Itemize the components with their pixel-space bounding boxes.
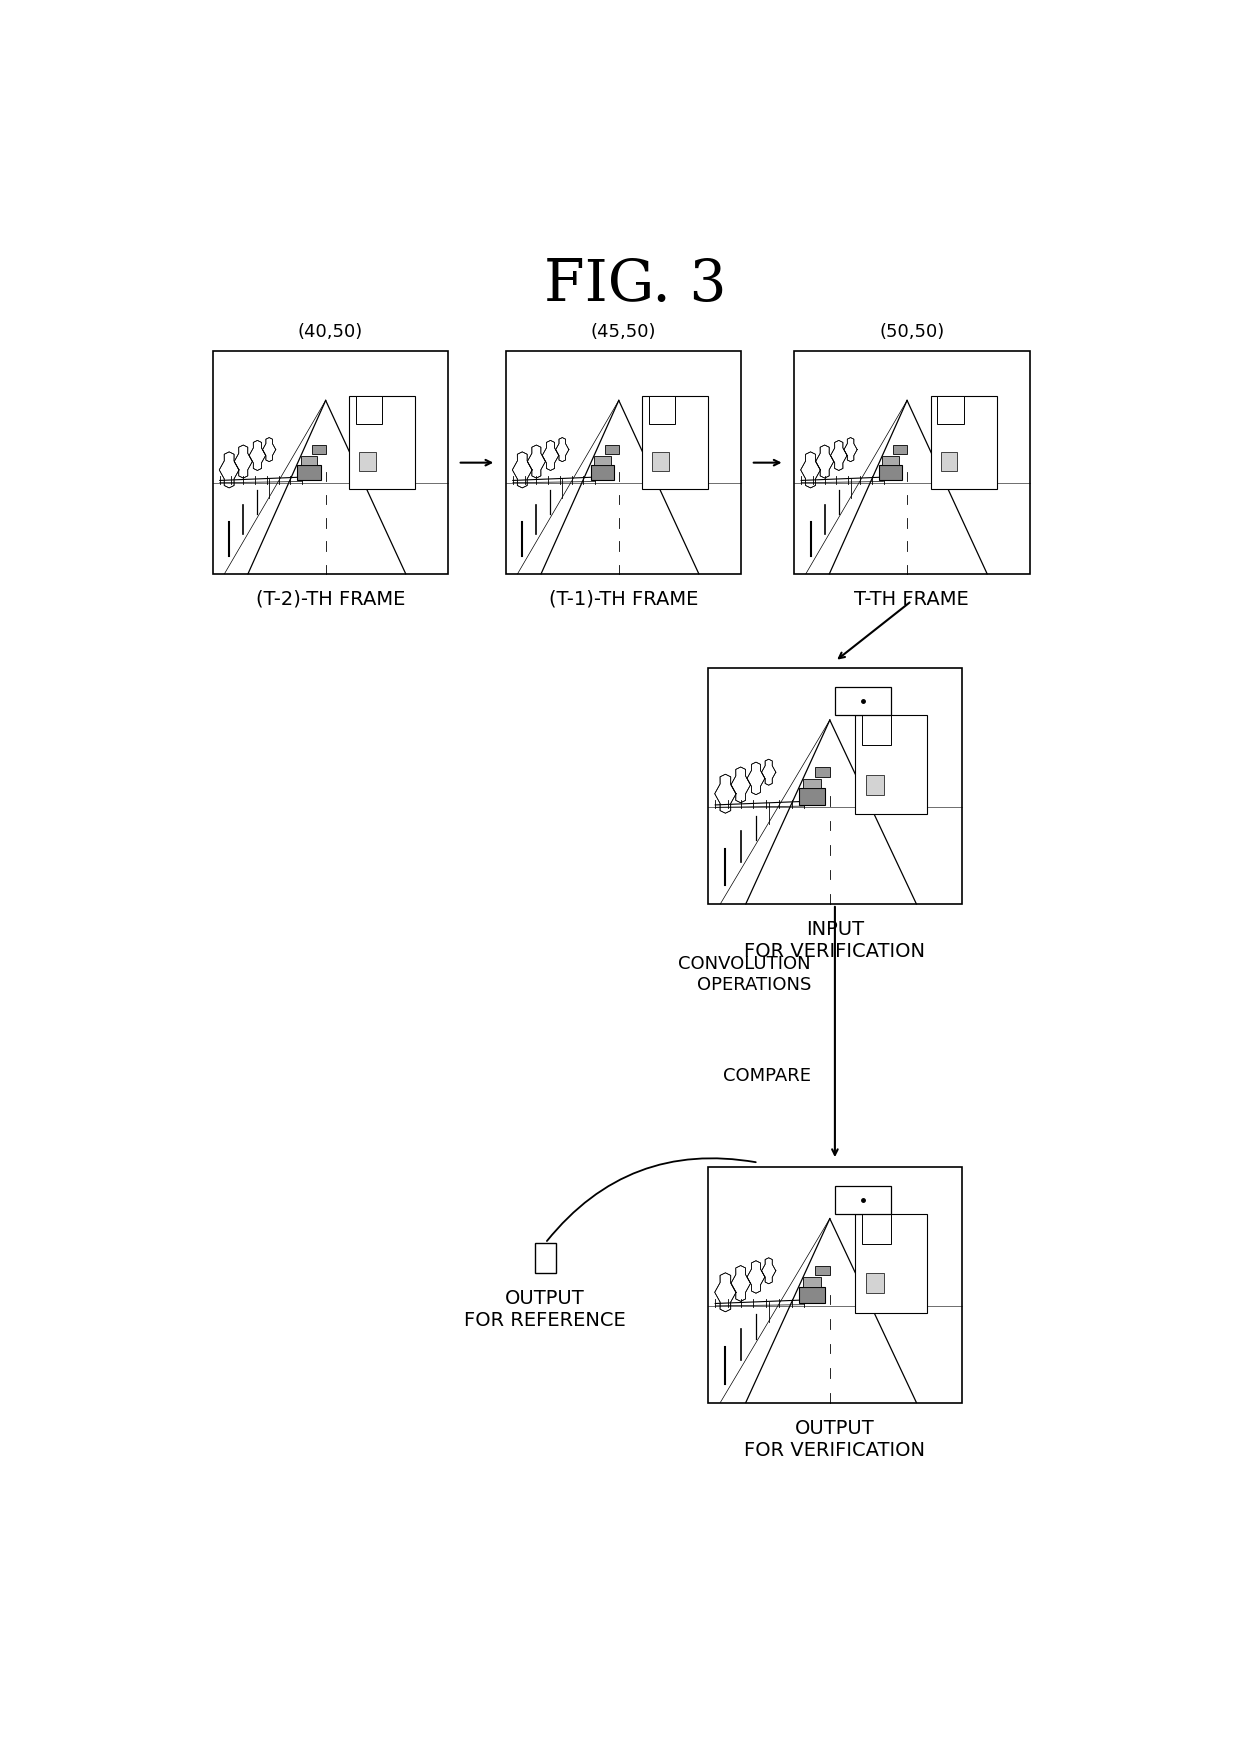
Bar [937,396,963,424]
Bar [794,352,1029,574]
Text: OUTPUT
FOR VERIFICATION: OUTPUT FOR VERIFICATION [744,1419,925,1459]
Polygon shape [730,766,750,803]
Text: (T-1)-TH FRAME: (T-1)-TH FRAME [549,590,698,609]
Polygon shape [527,444,546,478]
Bar [213,352,448,574]
Bar [642,396,708,490]
Bar [835,688,890,716]
Bar [862,716,890,746]
Bar [893,444,908,453]
Bar [534,1242,556,1272]
Bar [856,716,926,814]
Polygon shape [714,774,737,814]
Polygon shape [542,441,559,471]
Bar [940,452,957,471]
Polygon shape [831,441,847,471]
Bar [652,452,668,471]
Bar [311,444,326,453]
Polygon shape [249,441,265,471]
Bar [708,1167,962,1402]
Polygon shape [512,452,532,488]
Text: COMPARE: COMPARE [723,1068,811,1085]
Bar [883,455,899,466]
Bar [856,1214,926,1312]
Polygon shape [556,438,569,462]
Bar [506,352,742,574]
Text: OUTPUT
FOR REFERENCE: OUTPUT FOR REFERENCE [464,1290,626,1330]
Bar [804,779,821,789]
Text: (T-2)-TH FRAME: (T-2)-TH FRAME [255,590,405,609]
Bar [835,1185,890,1214]
Bar [708,668,962,905]
Text: CONVOLUTION
OPERATIONS: CONVOLUTION OPERATIONS [678,956,811,994]
Text: (40,50): (40,50) [298,322,363,341]
Text: FIG. 3: FIG. 3 [544,257,727,313]
Polygon shape [801,452,821,488]
Bar [590,466,614,481]
Polygon shape [816,444,833,478]
Text: INPUT
FOR VERIFICATION: INPUT FOR VERIFICATION [744,920,925,961]
Bar [800,789,825,805]
Polygon shape [714,1272,737,1312]
Text: (45,50): (45,50) [590,322,656,341]
Bar [866,775,884,794]
Polygon shape [761,1258,776,1284]
Polygon shape [844,438,857,462]
Text: T-TH FRAME: T-TH FRAME [854,590,970,609]
Bar [879,466,903,481]
Bar [594,455,610,466]
Bar [862,1214,890,1244]
Polygon shape [263,438,275,462]
Polygon shape [234,444,252,478]
Polygon shape [730,1265,750,1302]
Bar [605,444,619,453]
Polygon shape [219,452,239,488]
Bar [815,1265,830,1276]
Bar [931,396,997,490]
Polygon shape [746,763,765,794]
Bar [301,455,317,466]
Bar [360,452,376,471]
Bar [649,396,676,424]
Bar [356,396,382,424]
Bar [866,1274,884,1293]
Bar [350,396,415,490]
Bar [804,1278,821,1286]
Text: (50,50): (50,50) [879,322,945,341]
Polygon shape [746,1260,765,1293]
Bar [298,466,321,481]
Polygon shape [761,760,776,786]
Bar [815,766,830,777]
Bar [800,1286,825,1304]
FancyArrowPatch shape [547,1158,755,1241]
